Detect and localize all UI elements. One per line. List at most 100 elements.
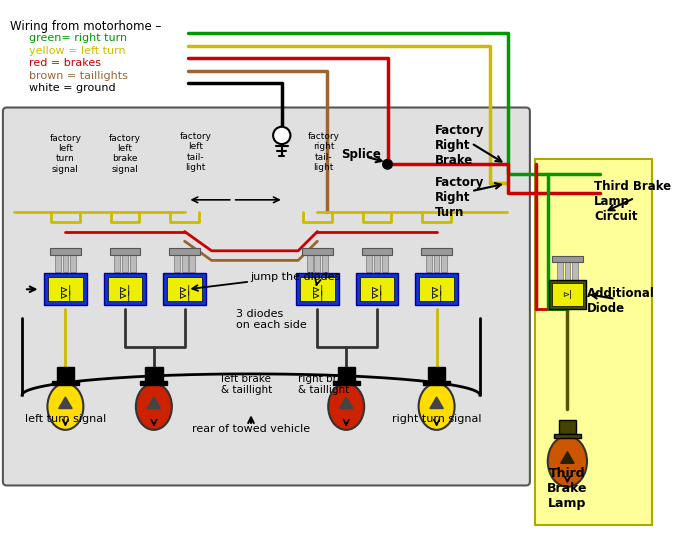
Bar bbox=[52, 380, 79, 385]
Bar bbox=[307, 251, 312, 272]
Bar bbox=[552, 282, 583, 306]
Bar bbox=[356, 273, 398, 305]
Bar bbox=[182, 251, 188, 272]
Bar bbox=[55, 251, 61, 272]
Bar bbox=[572, 259, 578, 280]
Bar bbox=[338, 367, 355, 380]
Text: ⊳|: ⊳| bbox=[312, 284, 323, 294]
Bar bbox=[426, 251, 432, 272]
Text: jump the diodes: jump the diodes bbox=[250, 272, 340, 282]
Text: ⊳|: ⊳| bbox=[563, 289, 572, 299]
Bar bbox=[104, 273, 146, 305]
Bar bbox=[50, 248, 80, 255]
Text: Factory
Right
Brake: Factory Right Brake bbox=[434, 124, 484, 167]
Bar bbox=[115, 251, 120, 272]
Bar bbox=[374, 251, 380, 272]
Text: ⊳|: ⊳| bbox=[119, 284, 131, 294]
Text: Wiring from motorhome –: Wiring from motorhome – bbox=[10, 20, 161, 33]
Ellipse shape bbox=[548, 436, 587, 487]
Polygon shape bbox=[340, 397, 353, 409]
Bar bbox=[57, 367, 74, 380]
Text: white = ground: white = ground bbox=[29, 83, 115, 93]
Text: 3 diodes
on each side: 3 diodes on each side bbox=[235, 308, 306, 330]
Bar bbox=[314, 251, 321, 272]
Bar bbox=[48, 278, 83, 301]
Text: Splice: Splice bbox=[341, 148, 381, 161]
Text: green= right turn: green= right turn bbox=[29, 34, 127, 43]
Bar bbox=[535, 159, 652, 525]
Text: factory
left
tail-
light: factory left tail- light bbox=[179, 132, 211, 172]
Text: ⊳|: ⊳| bbox=[312, 291, 323, 301]
Bar bbox=[296, 273, 338, 305]
Bar bbox=[108, 278, 143, 301]
Bar bbox=[423, 380, 450, 385]
Text: ⊳|: ⊳| bbox=[179, 291, 190, 301]
Text: ⊳|: ⊳| bbox=[371, 291, 383, 301]
Bar bbox=[300, 278, 335, 301]
Text: left turn signal: left turn signal bbox=[25, 414, 106, 424]
Ellipse shape bbox=[136, 383, 172, 430]
Bar bbox=[169, 248, 200, 255]
Bar bbox=[174, 251, 180, 272]
Text: factory
left
brake
signal: factory left brake signal bbox=[109, 134, 141, 174]
Polygon shape bbox=[147, 397, 160, 409]
FancyBboxPatch shape bbox=[3, 107, 530, 486]
Bar bbox=[110, 248, 140, 255]
Text: ⊳|: ⊳| bbox=[179, 284, 190, 294]
Text: ⊳|: ⊳| bbox=[371, 284, 383, 294]
Bar bbox=[70, 251, 76, 272]
Bar bbox=[366, 251, 372, 272]
Text: right turn signal: right turn signal bbox=[392, 414, 481, 424]
Text: Third Brake
Lamp
Circuit: Third Brake Lamp Circuit bbox=[594, 179, 672, 223]
Bar bbox=[190, 251, 195, 272]
Bar bbox=[441, 251, 447, 272]
Text: ⊳|: ⊳| bbox=[431, 284, 443, 294]
Text: brown = taillights: brown = taillights bbox=[29, 71, 128, 81]
Ellipse shape bbox=[328, 383, 364, 430]
Bar bbox=[554, 434, 581, 438]
Ellipse shape bbox=[48, 383, 83, 430]
Bar bbox=[359, 278, 394, 301]
Text: right brake
& taillight: right brake & taillight bbox=[298, 374, 355, 396]
Text: ⊳|: ⊳| bbox=[119, 291, 131, 301]
Bar bbox=[434, 251, 439, 272]
Bar bbox=[322, 251, 328, 272]
Bar bbox=[333, 380, 359, 385]
Circle shape bbox=[273, 127, 291, 144]
Bar bbox=[361, 248, 392, 255]
Bar bbox=[565, 259, 570, 280]
Ellipse shape bbox=[419, 383, 455, 430]
Text: factory
left
turn
signal: factory left turn signal bbox=[49, 134, 81, 174]
Bar bbox=[122, 251, 128, 272]
Bar bbox=[421, 248, 452, 255]
Bar bbox=[140, 380, 167, 385]
Text: left brake
& taillight: left brake & taillight bbox=[221, 374, 272, 396]
Bar bbox=[382, 251, 387, 272]
Text: ⊳|: ⊳| bbox=[60, 291, 71, 301]
Text: red = brakes: red = brakes bbox=[29, 59, 101, 68]
Text: ⊳|: ⊳| bbox=[60, 284, 71, 294]
Text: yellow = left turn: yellow = left turn bbox=[29, 46, 125, 56]
Bar bbox=[63, 251, 68, 272]
Text: factory
right
tail-
light: factory right tail- light bbox=[308, 132, 340, 172]
Bar bbox=[557, 259, 563, 280]
Text: rear of towed vehicle: rear of towed vehicle bbox=[192, 424, 310, 434]
Bar bbox=[549, 280, 586, 308]
Text: Third
Brake
Lamp: Third Brake Lamp bbox=[547, 467, 588, 510]
Bar bbox=[428, 367, 445, 380]
Bar bbox=[164, 273, 206, 305]
Bar bbox=[145, 367, 162, 380]
Text: Additional
Diode: Additional Diode bbox=[587, 287, 655, 315]
Bar bbox=[302, 248, 333, 255]
Bar bbox=[167, 278, 202, 301]
Text: Factory
Right
Turn: Factory Right Turn bbox=[434, 176, 484, 219]
Polygon shape bbox=[561, 452, 574, 463]
Bar bbox=[415, 273, 458, 305]
Bar bbox=[44, 273, 87, 305]
Bar bbox=[559, 420, 576, 434]
Polygon shape bbox=[430, 397, 443, 409]
Circle shape bbox=[383, 159, 392, 169]
Bar bbox=[419, 278, 454, 301]
Text: ⊳|: ⊳| bbox=[431, 291, 443, 301]
Bar bbox=[130, 251, 136, 272]
